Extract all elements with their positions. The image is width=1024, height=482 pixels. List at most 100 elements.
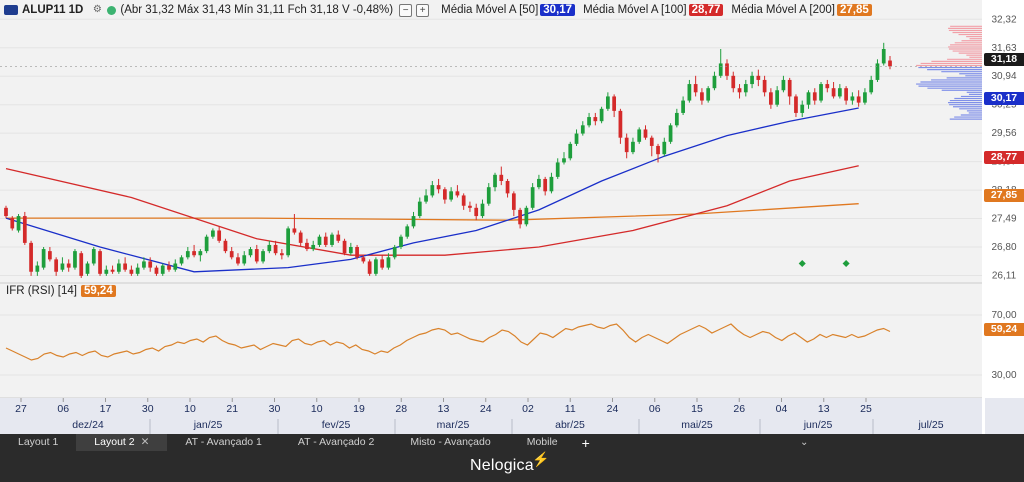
candle-body <box>806 92 811 105</box>
candle-body <box>743 84 748 93</box>
tab-misto-avancado[interactable]: Misto - Avançado <box>392 434 508 451</box>
candle-body <box>386 257 391 268</box>
candle-body <box>41 249 46 268</box>
candle-body <box>330 234 334 245</box>
candle-body <box>154 267 159 274</box>
candle-body <box>643 129 648 138</box>
tab-label: Mobile <box>526 436 558 448</box>
candle-body <box>587 117 591 126</box>
candle-body <box>436 185 441 190</box>
candle-body <box>229 251 234 258</box>
ma100-line <box>5 165 859 256</box>
candle-body <box>549 176 554 192</box>
candle-body <box>198 251 203 256</box>
y-tick-label: 29,56 <box>991 128 1016 139</box>
candle-body <box>856 96 861 103</box>
candle-body <box>424 195 428 202</box>
candle-body <box>336 234 341 241</box>
candle-body <box>242 255 247 264</box>
candle-body <box>543 178 548 192</box>
candle-body <box>712 75 717 89</box>
candle-body <box>48 251 52 260</box>
candle-body <box>311 244 316 250</box>
x-month-label: mar/25 <box>437 419 470 431</box>
x-day-label: 30 <box>142 403 154 415</box>
candle-body <box>160 265 165 274</box>
x-month-label: dez/24 <box>72 419 104 431</box>
x-day-label: 25 <box>860 403 872 415</box>
candle-body <box>173 263 178 270</box>
x-day-label: 10 <box>184 403 196 415</box>
candle-body <box>223 240 228 252</box>
price-chart[interactable]: 32,3231,6330,9430,2529,5628,8728,1827,49… <box>0 0 1024 434</box>
y-tick-label: 30,94 <box>991 71 1016 82</box>
close-tab-icon[interactable]: ✕ <box>140 436 150 448</box>
candle-body <box>380 259 385 268</box>
chart-header: ALUP11 1D ⚙ (Abr 31,32 Máx 31,43 Mín 31,… <box>0 0 1024 20</box>
ma50-label[interactable]: Média Móvel A [50] <box>441 4 539 16</box>
candle-body <box>869 79 874 93</box>
rsi-line <box>5 323 891 361</box>
footer-bar: Nelogica ⚡ <box>0 451 1024 482</box>
candle-body <box>167 265 171 270</box>
candle-body <box>687 84 692 101</box>
candle-body <box>537 178 541 188</box>
candle-body <box>637 129 642 142</box>
candle-body <box>204 236 209 252</box>
candle-body <box>142 261 146 268</box>
candle-body <box>73 251 77 268</box>
candle-body <box>10 218 15 229</box>
tab-layout-2[interactable]: Layout 2 ✕ <box>76 434 168 451</box>
signal-marker <box>798 259 806 268</box>
candle-body <box>279 253 284 256</box>
tab-at-avancado-1[interactable]: AT - Avançado 1 <box>167 434 279 451</box>
add-indicator-button[interactable]: + <box>416 3 430 17</box>
candle-body <box>505 181 510 194</box>
candle-body <box>248 249 253 256</box>
asset-logo-icon <box>4 5 18 15</box>
ma100-price-tag: 28,77 <box>984 151 1024 164</box>
candle-body <box>599 108 604 122</box>
ma100-label[interactable]: Média Móvel A [100] <box>583 4 687 16</box>
x-month-label: abr/25 <box>555 419 585 431</box>
layout-tab-bar: Layout 1 Layout 2 ✕ AT - Avançado 1 AT - … <box>0 434 1024 451</box>
x-day-label: 17 <box>100 403 112 415</box>
symbol-label[interactable]: ALUP11 1D <box>22 4 84 16</box>
candle-body <box>361 257 366 262</box>
ma200-price-tag: 27,85 <box>984 189 1024 202</box>
tab-label: Misto - Avançado <box>410 436 491 448</box>
candle-body <box>819 84 823 101</box>
candle-body <box>612 96 617 111</box>
rsi-label[interactable]: IFR (RSI) [14] 59,24 <box>6 285 116 297</box>
ma200-label[interactable]: Média Móvel A [200] <box>731 4 835 16</box>
settings-gear-icon[interactable]: ⚙ <box>92 4 102 15</box>
tab-layout-1[interactable]: Layout 1 <box>0 434 76 451</box>
x-day-label: 19 <box>353 403 365 415</box>
tab-mobile[interactable]: Mobile <box>509 434 576 451</box>
candle-body <box>800 104 805 113</box>
candle-body <box>844 88 848 101</box>
x-day-label: 15 <box>691 403 703 415</box>
ma50-line <box>5 107 859 273</box>
candle-body <box>66 263 71 268</box>
candle-body <box>499 174 504 181</box>
candle-body <box>580 125 585 134</box>
x-day-label: 02 <box>522 403 534 415</box>
tab-label: AT - Avançado 1 <box>185 436 262 448</box>
candle-body <box>593 117 598 122</box>
chevron-down-icon[interactable]: ⌄ <box>800 437 809 448</box>
tab-at-avancado-2[interactable]: AT - Avançado 2 <box>280 434 392 451</box>
candle-body <box>348 247 353 254</box>
y-tick-label: 31,63 <box>991 43 1016 54</box>
candle-body <box>60 263 65 270</box>
brand-logo: Nelogica <box>470 457 534 474</box>
candle-body <box>511 193 516 210</box>
candle-body <box>16 216 21 231</box>
candle-body <box>323 236 328 245</box>
candle-body <box>693 84 698 93</box>
candle-body <box>442 189 447 200</box>
add-tab-button[interactable]: + <box>581 434 590 451</box>
collapse-button[interactable]: − <box>399 3 413 17</box>
candle-body <box>794 96 798 113</box>
candle-body <box>480 203 485 217</box>
